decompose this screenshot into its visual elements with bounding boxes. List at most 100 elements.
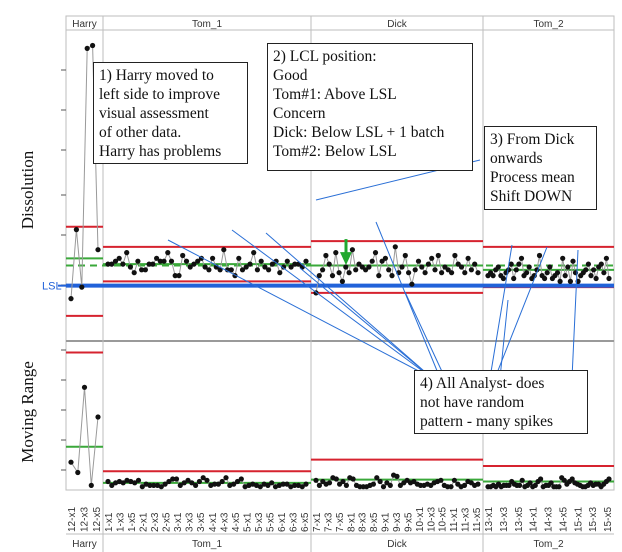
dissolution-point — [124, 250, 130, 256]
dissolution-point — [372, 250, 379, 256]
moving-range-point — [451, 477, 457, 483]
x-tick-label: 4-x1 — [208, 512, 219, 532]
annotation-pointer — [265, 232, 433, 379]
x-tick-label: 8-x1 — [346, 512, 357, 532]
x-tick-label: 9-x3 — [392, 512, 403, 532]
moving-range-point — [326, 480, 333, 486]
dissolution-point — [518, 255, 525, 261]
annotation-random-pattern: 4) All Analyst- does not have random pat… — [414, 370, 588, 434]
dissolution-point — [452, 252, 458, 259]
moving-range-point — [265, 482, 271, 488]
dissolution-point — [329, 273, 336, 279]
x-tick-label: 1-x5 — [127, 512, 138, 532]
x-tick-label: 7-x5 — [335, 512, 346, 532]
dissolution-point — [116, 255, 122, 261]
dissolution-point — [593, 275, 599, 282]
moving-range-point — [162, 481, 168, 487]
x-tick-label: 1-x3 — [116, 512, 127, 532]
moving-range-point — [561, 477, 567, 483]
moving-range-point — [181, 480, 187, 486]
moving-range-point — [185, 477, 191, 483]
dissolution-point — [266, 267, 272, 273]
dissolution-point — [536, 252, 543, 259]
x-tick-label: 2-x5 — [162, 512, 173, 532]
moving-range-point — [299, 484, 305, 490]
x-tick-label: 5-x3 — [254, 512, 265, 532]
dissolution-point — [243, 264, 249, 270]
x-tick-label: 8-x5 — [369, 512, 380, 532]
moving-range-point — [284, 481, 290, 487]
x-tick-label: 2-x3 — [150, 512, 161, 532]
dissolution-point — [472, 261, 478, 267]
dissolution-point — [591, 267, 597, 273]
dissolution-point — [389, 273, 395, 279]
x-tick-label: 2-x1 — [139, 512, 150, 532]
moving-range-point — [374, 475, 380, 481]
x-tick-label: 6-x5 — [300, 512, 311, 532]
dissolution-point — [382, 255, 388, 261]
moving-range-point — [196, 478, 202, 485]
dissolution-point — [412, 267, 418, 273]
moving-range-point — [532, 482, 538, 488]
x-tick-label: 7-x1 — [312, 512, 323, 532]
dissolution-point — [409, 281, 415, 287]
moving-range-point — [517, 482, 523, 488]
x-tick-label: 11-x5 — [472, 507, 483, 532]
dissolution-point — [95, 247, 101, 253]
moving-range-point — [448, 484, 454, 490]
moving-range-point — [139, 484, 145, 490]
x-tick-label: 4-x3 — [219, 512, 230, 532]
dissolution-point — [139, 267, 145, 273]
dissolution-point — [402, 252, 408, 259]
moving-range-point — [223, 475, 229, 481]
dissolution-point — [465, 255, 471, 261]
dissolution-point — [221, 247, 227, 253]
x-tick-label: 15-x5 — [603, 507, 614, 532]
dissolution-point — [449, 270, 455, 276]
dissolution-point — [524, 270, 530, 276]
moving-range-point — [269, 480, 275, 486]
dissolution-point — [316, 273, 322, 279]
dissolution-point — [333, 250, 339, 256]
dissolution-point — [206, 267, 212, 273]
dissolution-point — [284, 258, 290, 264]
x-tick-label: 6-x3 — [289, 512, 300, 532]
dissolution-point — [462, 270, 468, 276]
moving-range-point — [280, 481, 286, 487]
dissolution-point — [120, 261, 126, 267]
dissolution-point — [598, 261, 604, 267]
moving-range-point — [276, 482, 282, 488]
y-axis-label-dissolution: Dissolution — [18, 150, 37, 230]
dissolution-point — [292, 261, 298, 267]
x-tick-label: 15-x1 — [573, 507, 584, 532]
moving-range-point — [204, 477, 210, 483]
moving-range-point — [147, 482, 153, 488]
dissolution-point — [366, 264, 372, 270]
dissolution-point — [79, 284, 85, 290]
x-tick-label: 10-x3 — [426, 507, 437, 532]
annotation-pointer — [299, 267, 433, 379]
moving-range-point — [257, 484, 263, 490]
dissolution-point — [445, 267, 451, 273]
y-axis-label-moving-range: Moving Range — [18, 361, 37, 463]
moving-range-point — [394, 473, 400, 479]
moving-range-point — [370, 481, 376, 487]
dissolution-point — [429, 255, 435, 261]
dissolution-point — [135, 258, 141, 264]
dissolution-point — [172, 273, 178, 279]
dissolution-point — [562, 273, 568, 279]
dissolution-point — [131, 270, 137, 276]
dissolution-point — [202, 264, 208, 270]
lsl-label: LSL — [42, 281, 62, 293]
x-tick-label: 10-x1 — [415, 507, 426, 532]
x-tick-label: 6-x1 — [277, 512, 288, 532]
annotation-harry: 1) Harry moved to left side to improve v… — [93, 62, 248, 164]
phase-header-bottom: Dick — [387, 539, 407, 550]
x-tick-label: 14-x5 — [558, 507, 569, 532]
moving-range-point — [135, 477, 142, 483]
dissolution-point — [432, 267, 438, 273]
moving-range-point — [170, 476, 176, 482]
dissolution-point — [495, 264, 501, 270]
dissolution-point — [187, 264, 193, 270]
moving-range-point — [380, 484, 387, 490]
